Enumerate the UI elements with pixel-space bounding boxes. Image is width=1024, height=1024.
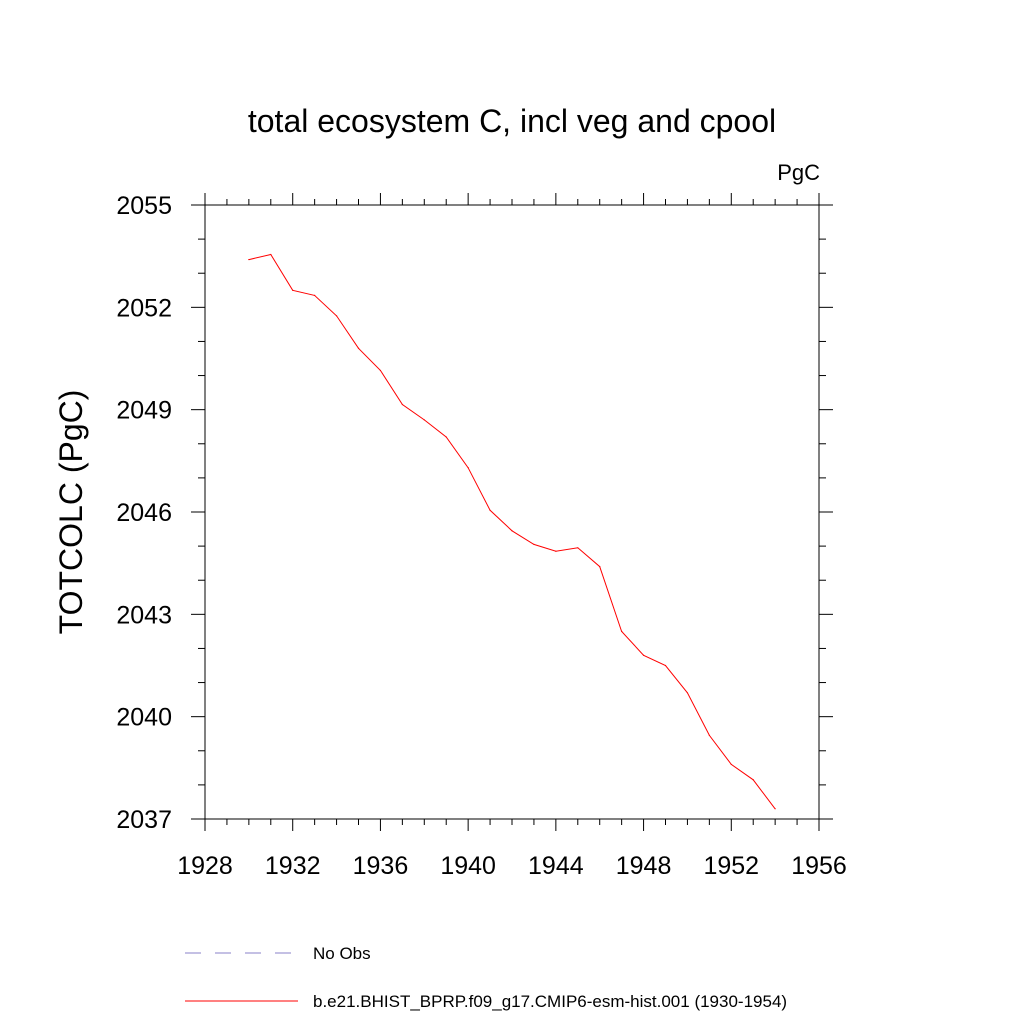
data-point <box>314 294 316 296</box>
data-point <box>599 565 601 568</box>
x-tick-label: 1944 <box>528 852 584 880</box>
legend: No Obs b.e21.BHIST_BPRP.f09_g17.CMIP6-esm… <box>185 944 787 1011</box>
x-tick-label: 1932 <box>265 852 321 880</box>
y-tick-label: 2037 <box>116 806 172 834</box>
data-point <box>423 419 425 421</box>
y-tick-label: 2046 <box>116 499 172 527</box>
data-point <box>357 347 360 349</box>
x-tick-label: 1928 <box>177 852 233 880</box>
chart-title: total ecosystem C, incl veg and cpool <box>248 103 776 139</box>
y-tick-label: 2055 <box>116 192 172 220</box>
data-point <box>555 550 557 552</box>
data-point <box>379 369 382 372</box>
data-point <box>489 509 491 511</box>
series-layer <box>248 253 776 810</box>
x-tick-label: 1952 <box>703 852 759 880</box>
data-point <box>642 654 645 656</box>
data-point <box>730 763 732 766</box>
data-point <box>752 779 754 781</box>
legend-label: No Obs <box>313 944 371 963</box>
data-point <box>664 664 667 667</box>
data-point <box>292 289 294 291</box>
data-point <box>577 547 579 549</box>
data-point <box>511 530 513 532</box>
y-tick-label: 2052 <box>116 294 172 322</box>
legend-label: b.e21.BHIST_BPRP.f09_g17.CMIP6-esm-hist.… <box>313 992 787 1011</box>
data-point <box>401 403 403 406</box>
data-point <box>467 467 469 469</box>
data-point <box>686 692 689 694</box>
x-axis: 1928 1932 1936 1940 1944 1948 1952 1956 <box>177 193 847 880</box>
plot-frame <box>204 204 820 820</box>
units-label: PgC <box>777 160 820 185</box>
y-tick-label: 2040 <box>116 704 172 732</box>
x-tick-label: 1936 <box>353 852 409 880</box>
x-tick-label: 1956 <box>791 852 847 880</box>
data-point <box>270 253 272 256</box>
y-axis: 2037 2040 2043 2046 2049 2052 2055 <box>116 192 833 834</box>
data-point <box>248 258 250 261</box>
x-tick-label: 1948 <box>616 852 672 880</box>
data-point <box>774 808 776 810</box>
y-tick-label: 2043 <box>116 601 172 629</box>
data-point <box>445 436 447 438</box>
x-tick-label: 1940 <box>440 852 496 880</box>
data-point <box>533 543 535 546</box>
y-axis-label: TOTCOLC (PgC) <box>53 390 89 635</box>
data-point <box>335 315 338 317</box>
data-point <box>621 630 623 632</box>
series-line <box>248 253 776 810</box>
data-point <box>708 734 710 737</box>
y-tick-label: 2049 <box>116 397 172 425</box>
